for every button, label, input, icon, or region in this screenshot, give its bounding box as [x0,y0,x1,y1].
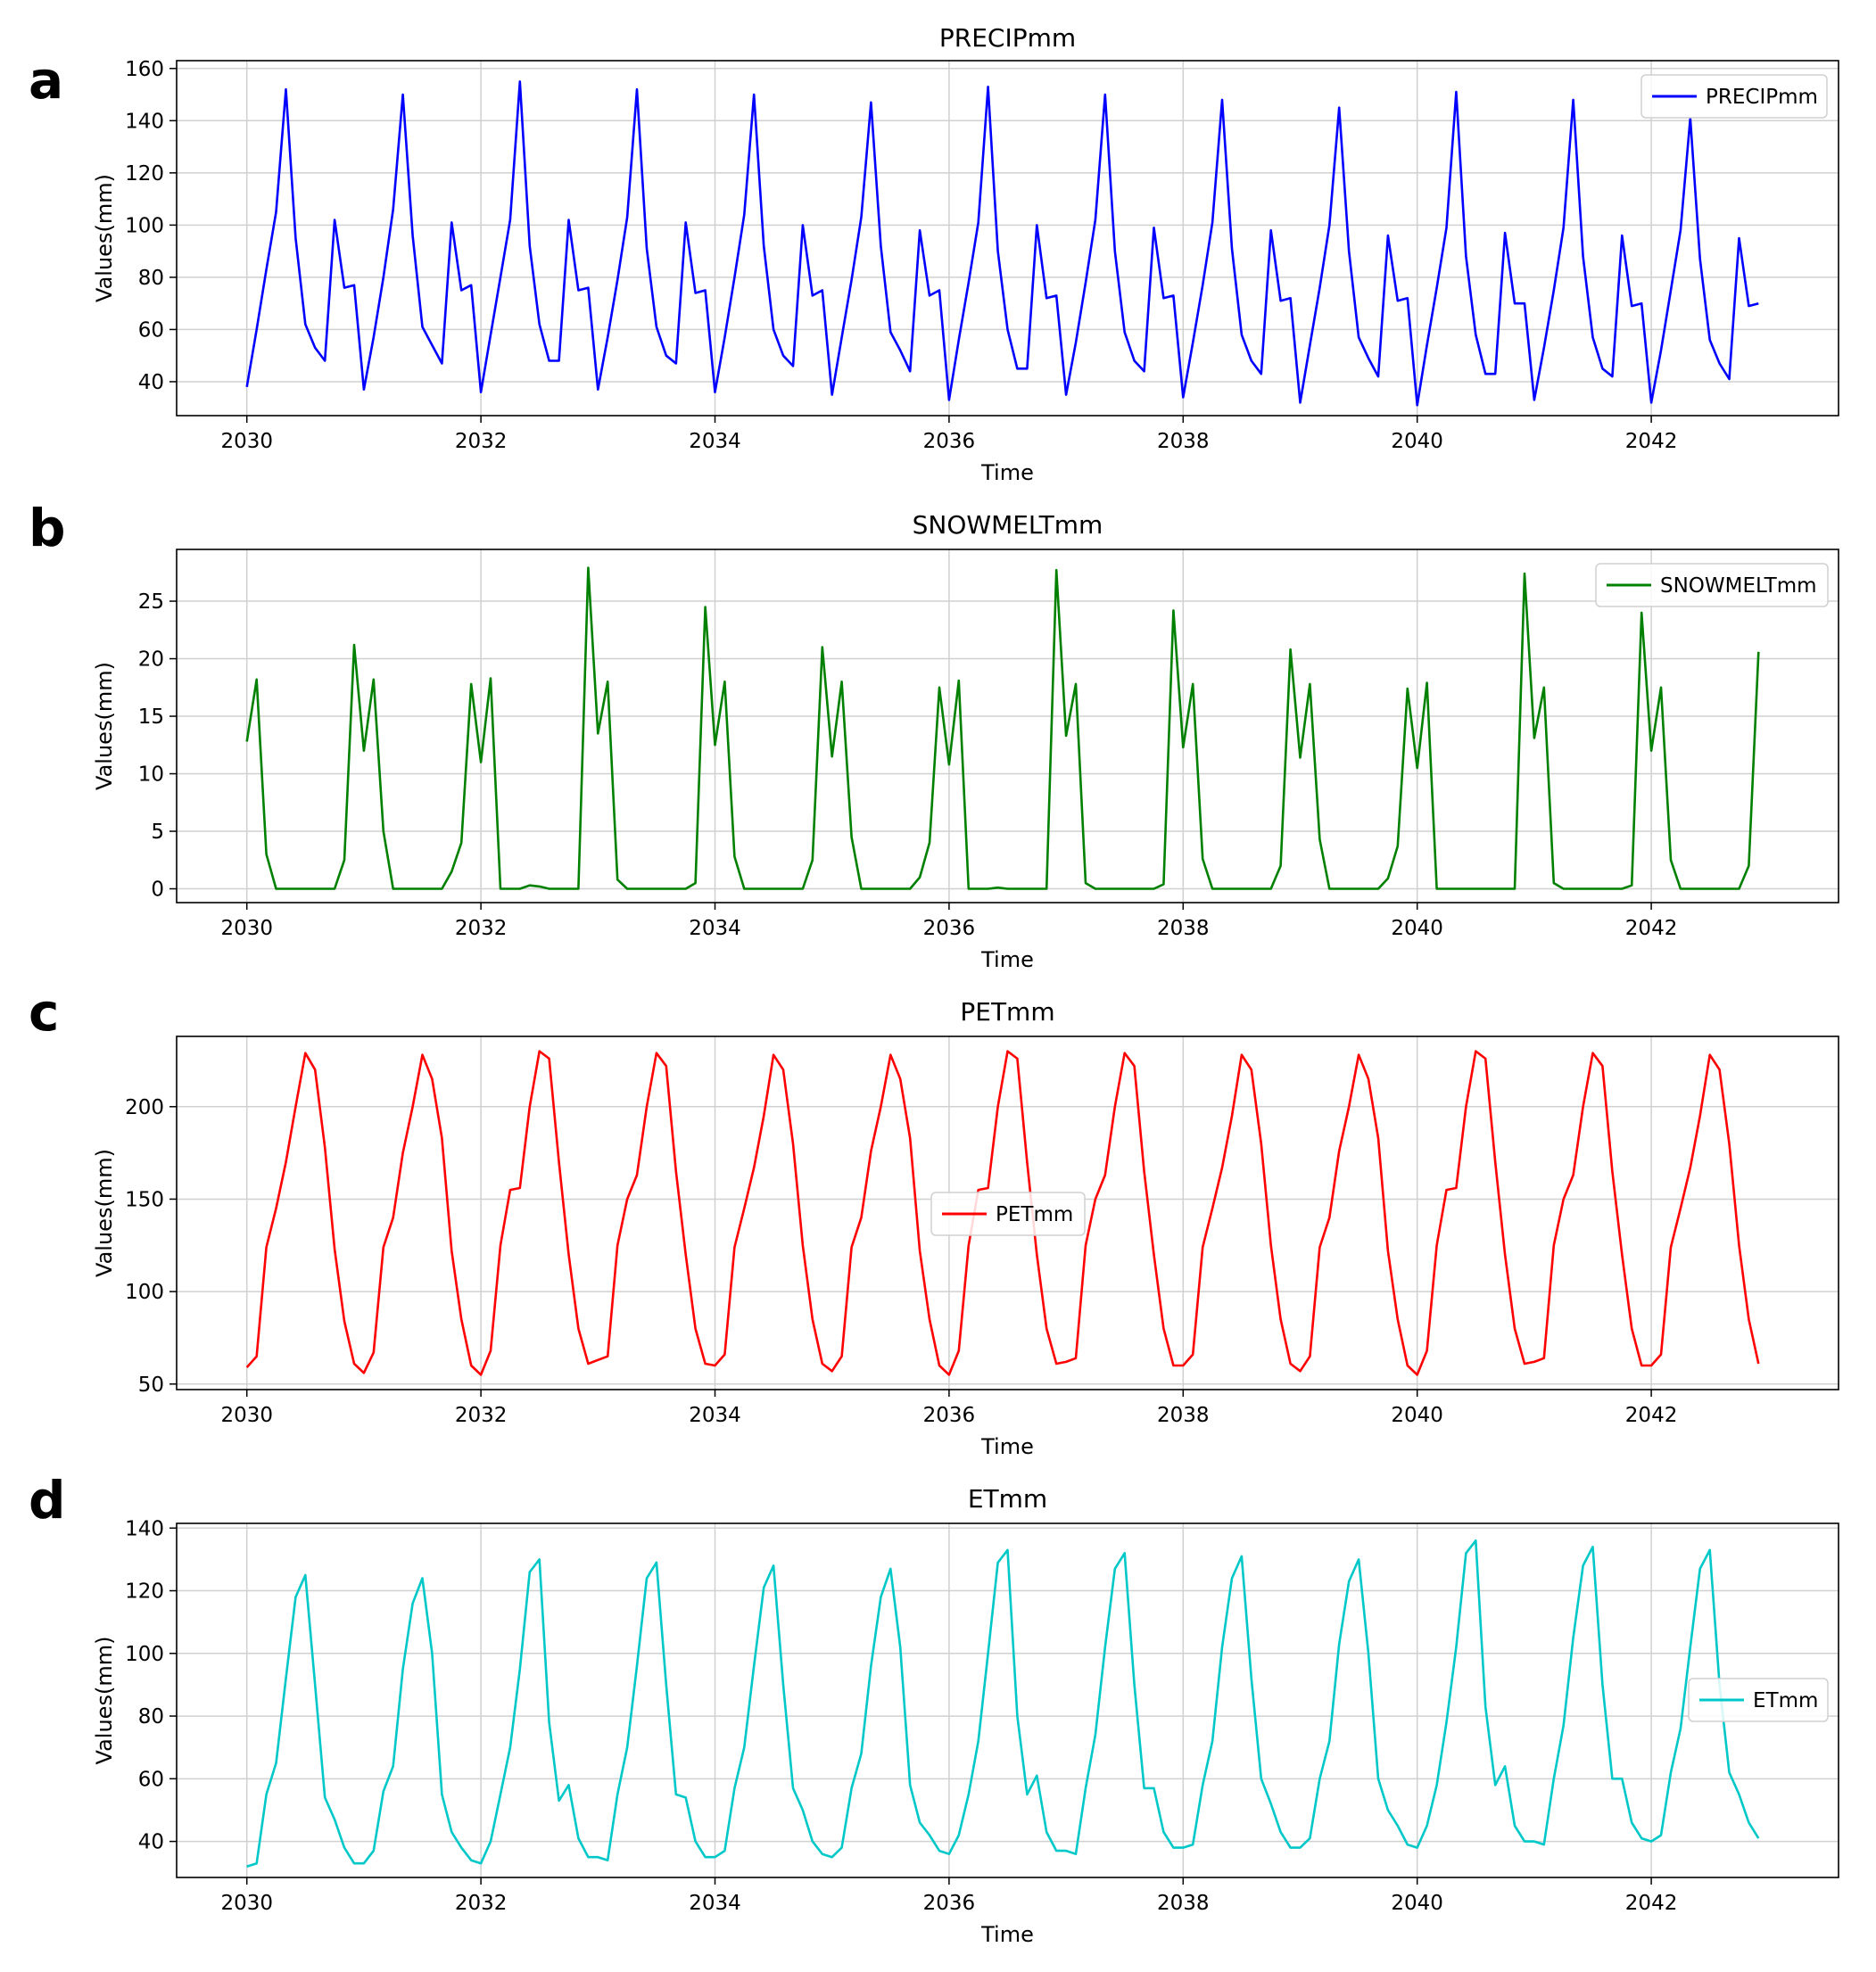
y-tick-label: 140 [125,1517,164,1540]
panel-letter: a [29,50,63,111]
legend: SNOWMELTmm [1595,563,1829,607]
x-tick-label: 2030 [220,1404,273,1427]
x-tick-label: 2032 [455,430,508,453]
x-tick-label: 2032 [455,1892,508,1915]
legend-label: ETmm [1753,1689,1818,1712]
series-line-ETmm [246,1539,1760,1868]
y-axis-label: Values(mm) [92,662,117,790]
x-axis-label: Time [980,1434,1034,1459]
x-tick-label: 2036 [923,1892,976,1915]
y-tick-label: 120 [125,162,164,186]
legend-label: SNOWMELTmm [1660,574,1817,598]
x-tick-label: 2036 [923,1404,976,1427]
chart-panel-b: b SNOWMELTmm 2030 2032 2034 2036 2038 2040 2042 0… [29,498,1839,972]
y-tick-label: 60 [138,1768,164,1791]
legend-box [930,1192,1086,1236]
legend: PETmm [930,1192,1086,1236]
legend-label: PETmm [996,1203,1073,1226]
y-tick-label: 160 [125,58,164,81]
y-tick-label: 150 [125,1188,164,1211]
y-axis-label: Values(mm) [92,1149,117,1277]
legend-box [1640,74,1828,119]
plot-area [177,1523,1839,1877]
y-tick-label: 50 [138,1374,164,1397]
x-tick-label: 2030 [220,1892,273,1915]
legend: ETmm [1688,1678,1829,1722]
x-tick-label: 2040 [1391,1404,1443,1427]
series-line-SNOWMELTmm [245,566,1760,890]
x-axis-label: Time [980,1922,1034,1947]
axes-frame [176,549,1839,903]
y-tick-label: 40 [138,371,164,394]
panel-letter: c [29,982,59,1043]
chart-panel-c: c PETmm 2030 2032 2034 2036 2038 2040 2042 50 100 1… [29,982,1839,1459]
x-tick-label: 2032 [455,917,508,940]
x-tick-label: 2038 [1157,1892,1210,1915]
y-axis-label: Values(mm) [92,174,117,302]
x-tick-label: 2040 [1391,917,1443,940]
panel-letter: b [29,498,66,558]
x-tick-label: 2042 [1625,430,1678,453]
x-tick-label: 2030 [220,430,273,453]
y-tick-label: 100 [125,214,164,237]
x-tick-label: 2032 [455,1404,508,1427]
chart-title: ETmm [968,1484,1047,1514]
x-tick-label: 2034 [689,917,741,940]
x-axis-label: Time [980,947,1034,972]
x-tick-label: 2040 [1391,430,1443,453]
axes-frame [176,60,1839,417]
chart-title: PETmm [960,997,1054,1027]
chart-panel-a: a PRECIPmm 2030 2032 2034 2036 2038 2040 2042 40 6… [29,23,1839,485]
y-tick-label: 120 [125,1580,164,1604]
y-tick-label: 140 [125,110,164,133]
axes-frame [176,1036,1839,1390]
plot-area [177,61,1839,416]
series-line-PRECIPmm [245,80,1759,407]
y-tick-label: 40 [138,1831,164,1854]
x-tick-label: 2038 [1157,1404,1210,1427]
x-tick-label: 2042 [1625,1892,1678,1915]
y-tick-label: 60 [138,318,164,342]
chart-title: PRECIPmm [939,23,1076,53]
y-tick-label: 5 [151,821,164,844]
x-tick-label: 2034 [689,1892,741,1915]
axes-frame [176,1522,1839,1878]
panel-letter: d [29,1470,66,1531]
series-line-PETmm [245,1050,1760,1376]
y-tick-label: 10 [138,763,164,787]
x-axis-label: Time [980,460,1034,485]
y-tick-label: 200 [125,1096,164,1119]
x-tick-label: 2038 [1157,917,1210,940]
legend-box [1595,563,1829,607]
chart-title: SNOWMELTmm [913,510,1103,540]
chart-panel-d: d ETmm 2030 2032 2034 2036 2038 2040 2042 40 60 80 1… [29,1470,1839,1947]
y-tick-label: 100 [125,1281,164,1304]
y-tick-label: 15 [138,705,164,729]
x-tick-label: 2036 [923,917,976,940]
x-tick-label: 2040 [1391,1892,1443,1915]
legend: PRECIPmm [1640,74,1828,119]
x-tick-label: 2042 [1625,1404,1678,1427]
y-axis-label: Values(mm) [92,1637,117,1765]
y-tick-label: 0 [151,879,164,902]
x-tick-label: 2034 [689,430,741,453]
x-tick-label: 2036 [923,430,976,453]
plot-area [177,549,1839,903]
y-tick-label: 80 [138,267,164,290]
legend-label: PRECIPmm [1706,86,1818,109]
x-tick-label: 2034 [689,1404,741,1427]
y-tick-label: 20 [138,648,164,672]
legend-box [1688,1678,1829,1722]
x-tick-label: 2038 [1157,430,1210,453]
x-tick-label: 2030 [220,917,273,940]
y-tick-label: 80 [138,1705,164,1729]
y-tick-label: 25 [138,590,164,614]
y-tick-label: 100 [125,1643,164,1666]
x-tick-label: 2042 [1625,917,1678,940]
